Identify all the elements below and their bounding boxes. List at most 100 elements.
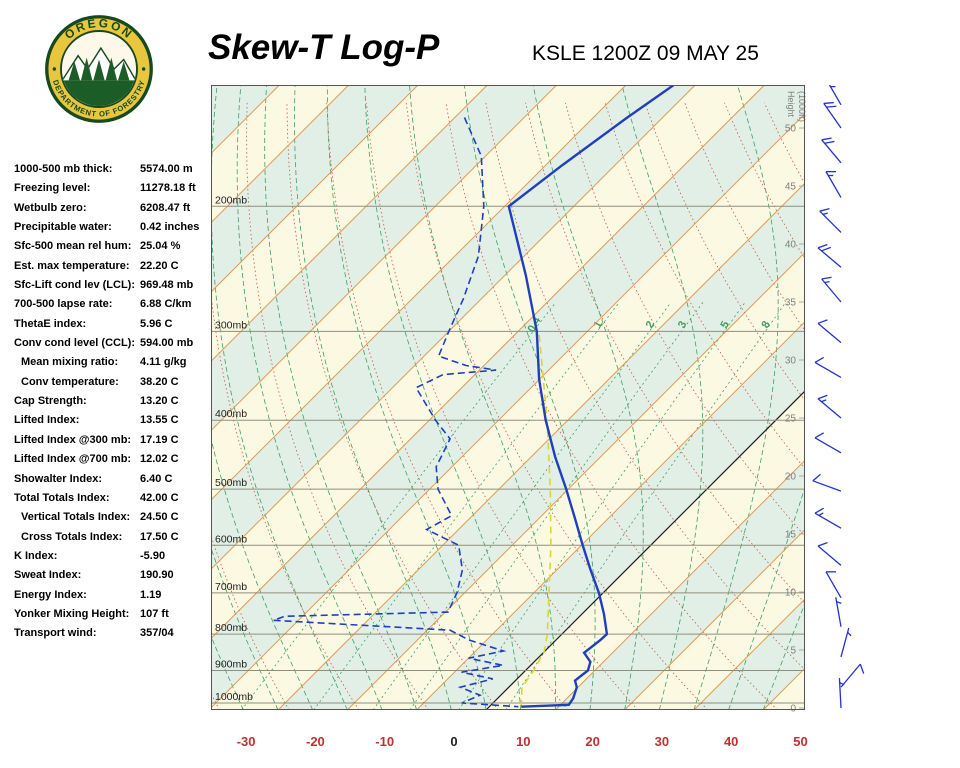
index-value: 594.00 mb — [140, 337, 194, 350]
dry-adiabats — [211, 102, 805, 710]
temp-axis-label: 10 — [516, 734, 530, 749]
index-row: Freezing level: 11278.18 ft — [14, 182, 224, 201]
pressure-labels: 200mb 300mb 400mb 500mb 600mb 700mb 800mb 900mb… — [215, 194, 253, 703]
wind-barb — [821, 137, 842, 164]
index-row: Wetbulb zero: 6208.47 ft — [14, 202, 224, 221]
index-row: Lifted Index: 13.55 C — [14, 414, 224, 433]
index-row: K Index: -5.90 — [14, 550, 224, 569]
isotherm-bands — [211, 85, 805, 710]
index-label: Lifted Index @300 mb: — [14, 433, 132, 446]
logo-scene — [61, 46, 137, 107]
index-label: Est. max temperature: — [14, 259, 130, 272]
index-value: -5.90 — [140, 549, 166, 562]
height-label: 5 — [790, 646, 796, 657]
index-row: Vertical Totals Index: 24.50 C — [14, 511, 224, 530]
index-label: Showalter Index: — [14, 472, 103, 485]
height-label: 10 — [785, 588, 797, 599]
index-label: ThetaE index: — [14, 317, 87, 330]
temp-axis-label: -30 — [237, 734, 256, 749]
index-label: Freezing level: — [14, 182, 91, 195]
wind-barb — [821, 276, 842, 303]
mixing-ratio-label: 5 — [718, 319, 731, 330]
height-label: 30 — [785, 356, 797, 367]
index-value: 1.19 — [140, 588, 162, 601]
height-label: 35 — [785, 298, 797, 309]
index-row: Energy Index: 1.19 — [14, 589, 224, 608]
index-value: 357/04 — [140, 627, 174, 640]
height-axis-title: Height — [786, 91, 796, 118]
temp-axis-label: 50 — [793, 734, 807, 749]
wind-barb — [814, 356, 842, 378]
index-value: 25.04 % — [140, 240, 181, 253]
index-row: Sfc-500 mean rel hum: 25.04 % — [14, 240, 224, 259]
mixing-ratio-label: 2 — [644, 319, 657, 330]
mixing-ratio-label: 8 — [759, 319, 772, 330]
index-row: Mean mixing ratio: 4.11 g/kg — [14, 356, 224, 375]
skew-t-chart: 0.4 1 2 3 5 8200mb300mb400mb500mb600mb700mb80… — [211, 78, 865, 749]
pressure-label: 600mb — [215, 533, 247, 545]
pressure-label: 700mb — [215, 581, 247, 593]
wind-barb — [835, 597, 842, 627]
index-row: Sweat Index: 190.90 — [14, 569, 224, 588]
wind-barb — [817, 394, 842, 419]
index-value: 17.50 C — [140, 530, 179, 543]
index-row: Yonker Mixing Height: 107 ft — [14, 608, 224, 627]
index-value: 22.20 C — [140, 259, 179, 272]
height-label: 40 — [785, 240, 797, 251]
index-label: Cap Strength: — [14, 395, 87, 408]
index-label: Conv temperature: — [21, 375, 119, 388]
index-row: Cap Strength: 13.20 C — [14, 395, 224, 414]
index-label: Mean mixing ratio: — [21, 356, 119, 369]
index-label: 700-500 lapse rate: — [14, 298, 113, 311]
wind-barb — [838, 678, 845, 709]
index-value: 13.20 C — [140, 395, 179, 408]
temp-axis-label: -10 — [375, 734, 394, 749]
index-row: Precipitable water: 0.42 inches — [14, 221, 224, 240]
pressure-label: 200mb — [215, 194, 247, 206]
index-row: Transport wind: 357/04 — [14, 627, 224, 646]
index-value: 17.19 C — [140, 433, 179, 446]
dewpoint-trace — [273, 117, 519, 708]
wind-barb — [814, 432, 842, 454]
index-label: Sweat Index: — [14, 569, 82, 582]
sounding-traces — [273, 85, 675, 708]
index-label: Total Totals Index: — [14, 491, 110, 504]
height-label: 20 — [785, 472, 797, 483]
index-label: Lifted Index @700 mb: — [14, 453, 132, 466]
conifer-trees-icon — [68, 57, 130, 81]
index-value: 38.20 C — [140, 375, 179, 388]
odf-logo: OREGON DEPARTMENT OF FORESTRY — [45, 15, 153, 123]
temp-axis-label: -20 — [306, 734, 325, 749]
zero-isotherm — [485, 390, 805, 710]
wind-barb — [812, 473, 842, 492]
pressure-label: 300mb — [215, 319, 247, 331]
index-row: Sfc-Lift cond lev (LCL): 969.48 mb — [14, 279, 224, 298]
index-label: Precipitable water: — [14, 221, 112, 234]
index-label: Transport wind: — [14, 627, 97, 640]
index-label: Vertical Totals Index: — [21, 511, 131, 524]
height-label: 15 — [785, 530, 797, 541]
index-row: Cross Totals Index: 17.50 C — [14, 531, 224, 550]
wind-barb — [825, 78, 842, 106]
chart-border — [211, 85, 805, 710]
index-value: 190.90 — [140, 569, 174, 582]
wind-barb — [840, 627, 852, 658]
mixing-ratio-label: 1 — [592, 319, 605, 330]
indices-panel: 1000-500 mb thick: 5574.00 m Freezing leve… — [14, 163, 224, 647]
index-value: 4.11 g/kg — [140, 356, 187, 369]
index-value: 12.02 C — [140, 453, 179, 466]
pressure-label: 400mb — [215, 408, 247, 420]
wind-barb — [825, 571, 842, 599]
index-label: Conv cond level (CCL): — [14, 337, 136, 350]
index-label: Wetbulb zero: — [14, 201, 87, 214]
index-label: Yonker Mixing Height: — [14, 607, 130, 620]
index-row: Est. max temperature: 22.20 C — [14, 260, 224, 279]
index-value: 6.88 C/km — [140, 298, 192, 311]
pressure-label: 800mb — [215, 622, 247, 634]
index-value: 42.00 C — [140, 491, 179, 504]
temp-axis: -30 -20 -10 0 10 20 30 40 50 — [237, 734, 808, 749]
temp-axis-label: 20 — [585, 734, 599, 749]
pressure-label: 500mb — [215, 477, 247, 489]
pressure-label: 1000mb — [215, 691, 253, 703]
